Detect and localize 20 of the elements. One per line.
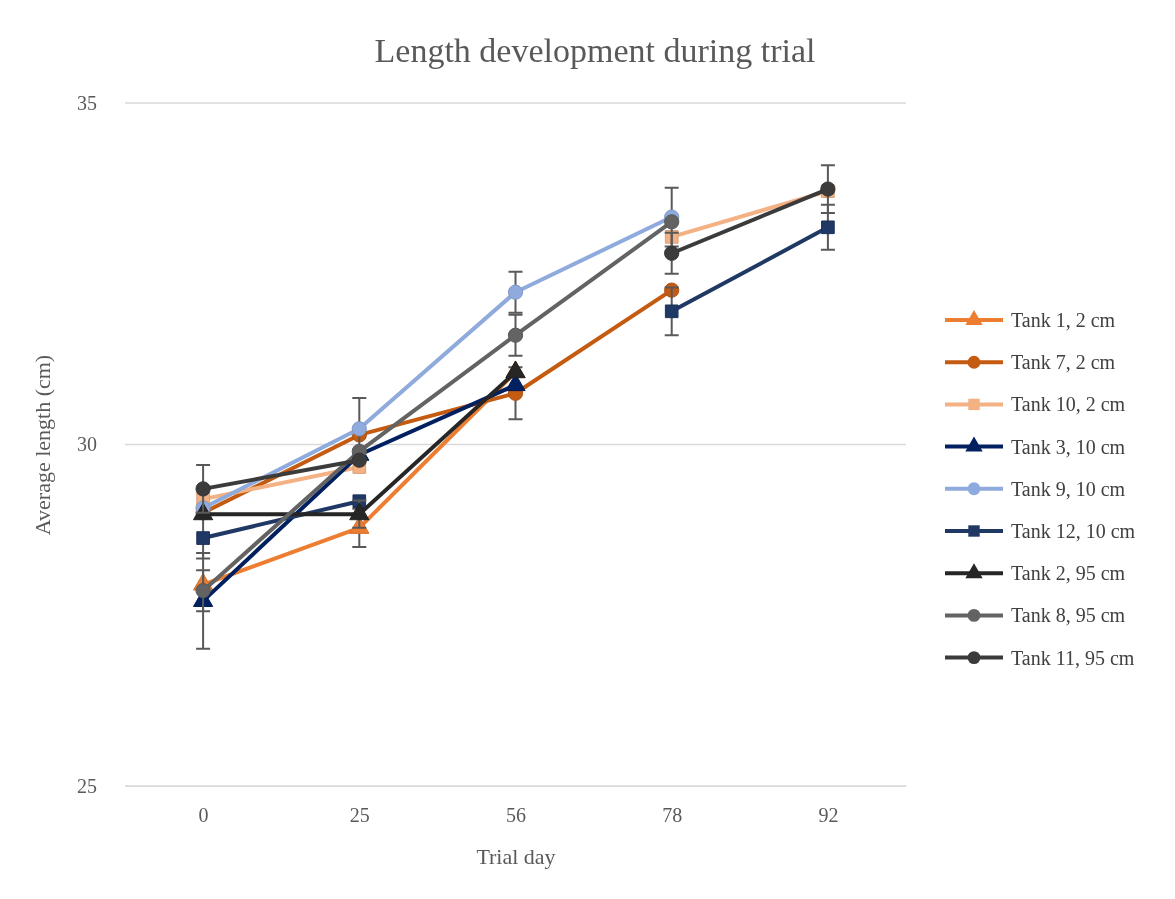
x-tick-label: 78: [662, 804, 683, 827]
legend-label: Tank 11, 95 cm: [1011, 646, 1135, 669]
legend-label: Tank 3, 10 cm: [1011, 435, 1126, 458]
legend-label: Tank 1, 2 cm: [1011, 309, 1116, 331]
x-tick-label: 0: [198, 804, 209, 827]
x-tick-label: 92: [818, 804, 839, 827]
x-tick-label: 25: [349, 804, 370, 827]
y-tick-label: 35: [77, 91, 97, 114]
legend-label: Tank 9, 10 cm: [1011, 477, 1126, 500]
y-tick-label: 30: [77, 433, 97, 456]
chart-title: Length development during trial: [374, 32, 816, 69]
y-tick-label: 25: [77, 774, 97, 797]
x-axis-title: Trial day: [476, 844, 556, 869]
y-axis-title: Average length (cm): [30, 354, 55, 536]
x-tick-label: 56: [506, 804, 526, 827]
legend-label: Tank 8, 95 cm: [1011, 604, 1126, 627]
legend-label: Tank 10, 2 cm: [1011, 393, 1126, 416]
legend-label: Tank 2, 95 cm: [1011, 562, 1126, 585]
legend-label: Tank 7, 2 cm: [1011, 351, 1116, 374]
legend-label: Tank 12, 10 cm: [1011, 520, 1136, 542]
